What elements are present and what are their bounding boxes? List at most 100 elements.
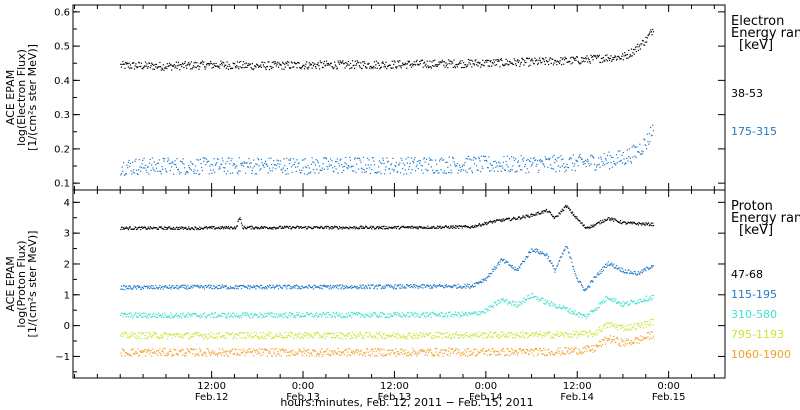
data-point	[271, 287, 273, 289]
data-point	[393, 226, 395, 228]
data-point	[478, 223, 480, 225]
data-point	[651, 225, 653, 227]
x-tick-date-label: Feb.14	[469, 392, 503, 403]
data-point	[414, 284, 416, 286]
data-point	[216, 227, 218, 229]
data-point	[468, 227, 470, 229]
data-point	[633, 323, 635, 325]
data-point	[401, 159, 403, 161]
data-point	[504, 336, 506, 338]
data-point	[272, 337, 274, 339]
data-point	[423, 226, 425, 228]
data-point	[480, 335, 482, 337]
data-point	[297, 335, 299, 337]
data-point	[231, 67, 233, 69]
data-point	[363, 286, 365, 288]
data-point	[427, 333, 429, 335]
data-point	[532, 60, 534, 62]
data-point	[149, 62, 151, 64]
data-point	[240, 219, 242, 221]
data-point	[644, 139, 646, 141]
data-point	[561, 307, 563, 309]
data-point	[565, 169, 567, 171]
data-point	[375, 228, 377, 230]
data-point	[341, 163, 343, 166]
data-point	[412, 314, 415, 316]
data-point	[626, 57, 628, 59]
data-point	[556, 265, 559, 267]
data-point	[150, 316, 152, 318]
data-point	[279, 313, 281, 315]
data-point	[468, 311, 470, 314]
data-point	[464, 283, 466, 285]
data-point	[312, 313, 314, 316]
data-point	[612, 218, 614, 220]
data-point	[354, 312, 356, 314]
data-point	[164, 312, 166, 314]
data-point	[502, 161, 504, 163]
data-point	[195, 172, 197, 174]
data-point	[371, 169, 373, 171]
data-point	[530, 248, 532, 250]
data-point	[505, 299, 507, 301]
data-point	[567, 61, 569, 63]
data-point	[164, 347, 166, 350]
data-point	[332, 285, 334, 287]
data-point	[334, 285, 336, 287]
data-point	[130, 349, 132, 351]
data-point	[271, 227, 273, 229]
data-point	[325, 313, 328, 315]
data-point	[543, 164, 545, 166]
data-point	[384, 66, 386, 68]
data-point	[161, 314, 163, 317]
data-point	[367, 63, 369, 65]
data-point	[371, 67, 373, 69]
data-point	[500, 301, 502, 303]
data-point	[630, 329, 633, 331]
data-point	[595, 169, 597, 171]
data-point	[596, 333, 598, 335]
data-point	[347, 315, 349, 317]
data-point	[457, 172, 459, 174]
data-point	[205, 335, 208, 337]
data-point	[208, 64, 210, 66]
data-point	[144, 164, 147, 166]
data-point	[378, 316, 380, 319]
data-point	[595, 308, 597, 310]
data-point	[606, 54, 608, 56]
y-axis-label-line: ACE EPAM	[4, 256, 17, 311]
data-point	[424, 336, 426, 338]
data-point	[384, 313, 386, 315]
data-point	[253, 228, 256, 230]
data-point	[297, 225, 299, 227]
data-point	[285, 173, 287, 175]
data-point	[541, 252, 543, 255]
data-point	[452, 333, 454, 335]
data-point	[349, 332, 351, 334]
data-point	[441, 316, 443, 318]
data-point	[438, 313, 440, 315]
data-point	[361, 314, 363, 316]
data-point	[185, 354, 187, 357]
data-point	[545, 254, 547, 256]
data-point	[232, 172, 234, 174]
data-point	[497, 161, 500, 163]
data-point	[329, 227, 331, 229]
data-point	[170, 350, 172, 352]
data-point	[550, 337, 552, 339]
data-point	[518, 60, 520, 62]
data-point	[157, 162, 160, 164]
data-point	[207, 348, 209, 350]
data-point	[582, 60, 585, 62]
data-point	[442, 172, 444, 174]
data-point	[445, 313, 447, 315]
data-point	[582, 161, 584, 163]
data-point	[548, 59, 550, 61]
data-point	[210, 285, 212, 287]
data-point	[471, 60, 474, 62]
data-point	[504, 64, 506, 66]
data-point	[365, 66, 367, 68]
data-point	[532, 62, 535, 64]
data-point	[188, 167, 190, 169]
data-point	[186, 314, 188, 316]
